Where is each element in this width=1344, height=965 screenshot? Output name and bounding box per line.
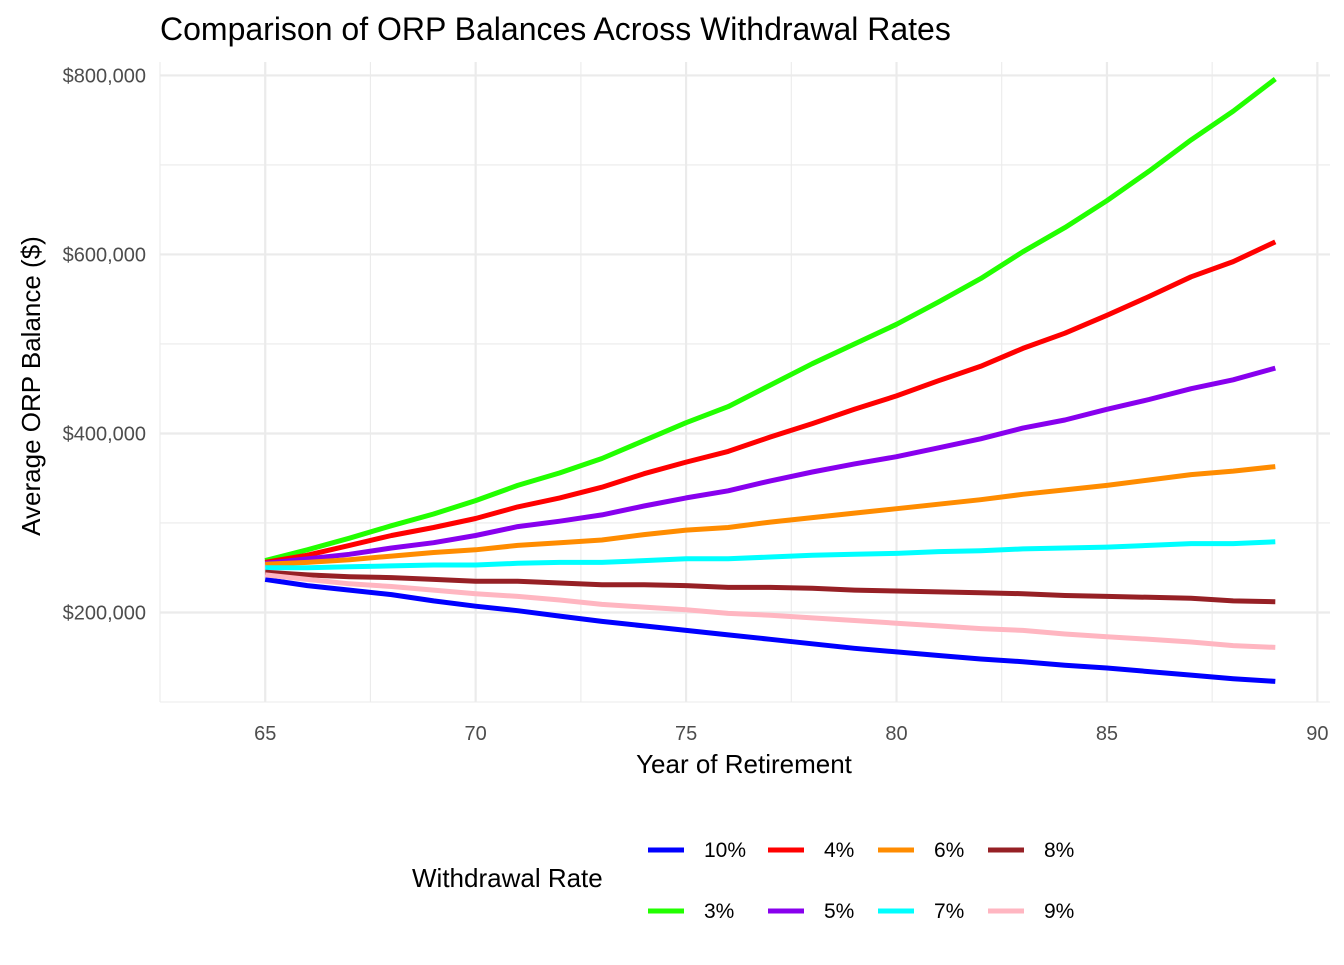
- x-tick-label: 65: [254, 723, 276, 745]
- series-line-5pct: [264, 365, 1276, 566]
- chart-title: Comparison of ORP Balances Across Withdr…: [160, 11, 951, 47]
- series-line-6pct: [265, 464, 1276, 567]
- y-tick-label: $200,000: [63, 602, 146, 624]
- x-tick-label: 75: [675, 723, 697, 745]
- series-lines: [264, 77, 1277, 684]
- series-line-3pct: [264, 77, 1277, 564]
- series-line-4pct: [264, 239, 1277, 565]
- x-tick-label: 90: [1306, 723, 1328, 745]
- y-tick-label: $400,000: [63, 423, 146, 445]
- grid-lines: [159, 62, 1330, 703]
- legend-label-5pct: 5%: [824, 900, 854, 923]
- legend-label-4pct: 4%: [824, 839, 854, 862]
- series-line-7pct: [265, 539, 1276, 571]
- series-line-10pct: [264, 576, 1276, 684]
- legend-label-3pct: 3%: [704, 900, 734, 923]
- series-line-8pct: [265, 569, 1276, 605]
- legend-label-10pct: 10%: [704, 839, 746, 862]
- x-axis-tick-labels: 65 70 75 80 85 90: [254, 723, 1328, 745]
- legend-label-8pct: 8%: [1044, 839, 1074, 862]
- legend: Withdrawal Rate 10% 3% 4% 5% 6% 7% 8% 9%: [412, 839, 1074, 923]
- y-tick-label: $800,000: [63, 65, 146, 87]
- y-axis-tick-labels: $200,000 $400,000 $600,000 $800,000: [63, 65, 146, 624]
- legend-label-7pct: 7%: [934, 900, 964, 923]
- legend-items: 10% 3% 4% 5% 6% 7% 8% 9%: [648, 839, 1074, 923]
- y-tick-label: $600,000: [63, 244, 146, 266]
- x-axis-title: Year of Retirement: [636, 749, 853, 779]
- legend-label-9pct: 9%: [1044, 900, 1074, 923]
- y-axis-title: Average ORP Balance ($): [16, 236, 46, 536]
- series-line-9pct: [264, 572, 1276, 650]
- x-tick-label: 80: [885, 723, 907, 745]
- x-tick-label: 70: [465, 723, 487, 745]
- legend-label-6pct: 6%: [934, 839, 964, 862]
- legend-title: Withdrawal Rate: [412, 863, 603, 893]
- x-tick-label: 85: [1096, 723, 1118, 745]
